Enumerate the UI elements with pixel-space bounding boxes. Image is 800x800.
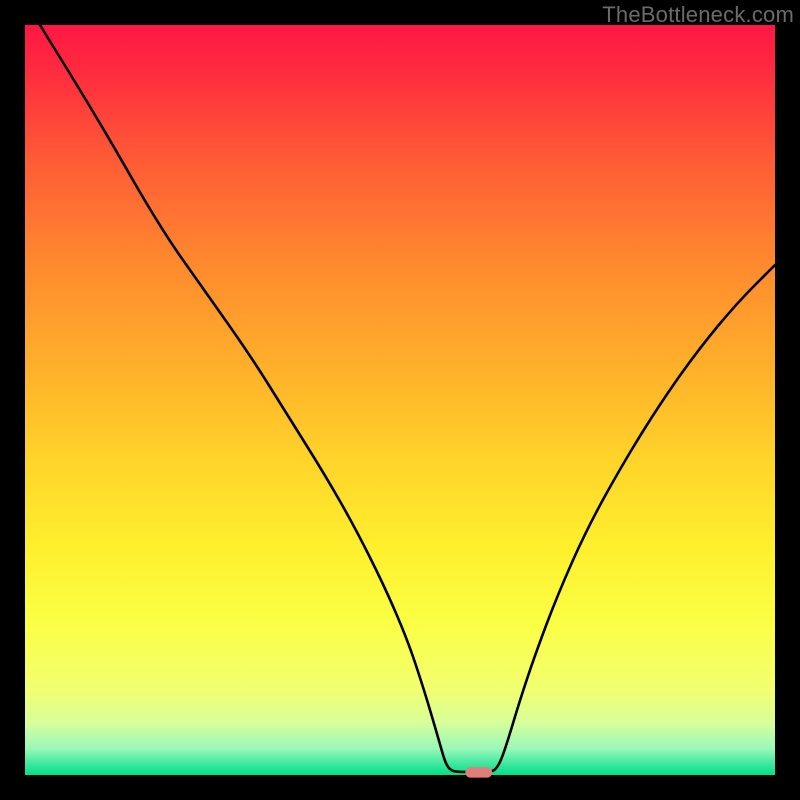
optimal-marker [465,767,492,778]
bottleneck-chart [0,0,800,800]
watermark-text: TheBottleneck.com [602,2,794,28]
